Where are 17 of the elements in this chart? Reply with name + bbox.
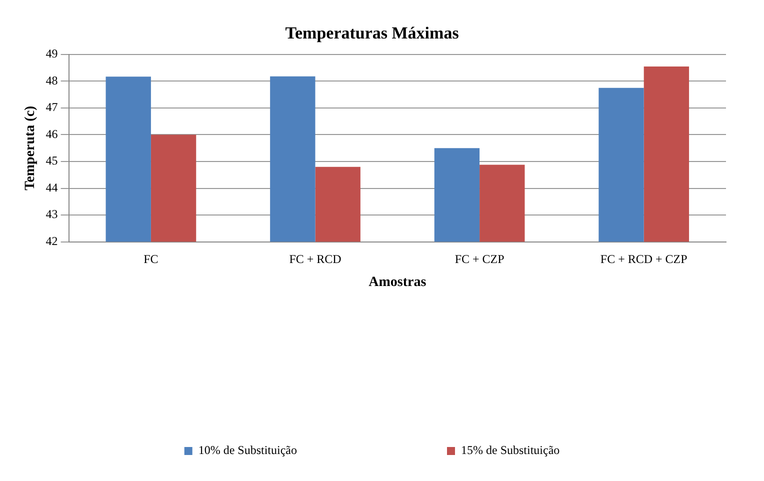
y-tick-label: 48 bbox=[46, 73, 58, 88]
y-tick-label: 46 bbox=[46, 126, 58, 141]
y-tick-label: 42 bbox=[46, 234, 58, 248]
y-tick-label: 45 bbox=[46, 154, 58, 168]
y-tick-label: 47 bbox=[46, 100, 58, 114]
y-tick-label: 43 bbox=[46, 207, 58, 222]
x-tick-label: FC + RCD + CZP bbox=[600, 252, 688, 266]
x-axis-title: Amostras bbox=[368, 275, 427, 290]
y-tick-label: 44 bbox=[46, 180, 58, 194]
x-tick-label: FC + CZP bbox=[454, 252, 505, 266]
chart-title: Temperaturas Máximas bbox=[285, 24, 460, 43]
x-tick-label: FC bbox=[144, 252, 158, 266]
legend-label: 15% de Substituição bbox=[461, 443, 560, 458]
y-axis-title: Temperuta (c) bbox=[23, 105, 38, 190]
legend-label: 10% de Substituição bbox=[198, 443, 297, 458]
x-tick-label: FC + RCD bbox=[289, 252, 342, 266]
y-tick-label: 49 bbox=[46, 46, 58, 61]
